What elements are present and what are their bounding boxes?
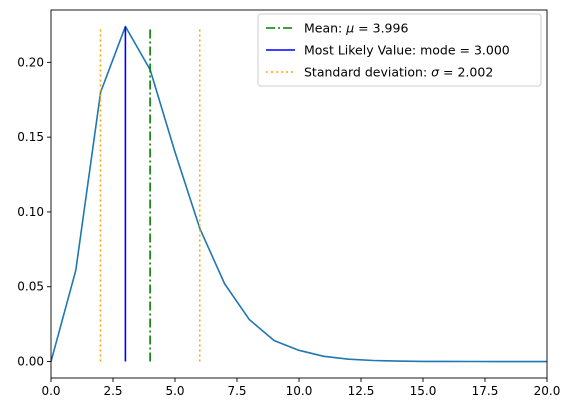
y-tick-label: 0.05 <box>17 280 44 294</box>
y-tick-label: 0.00 <box>17 355 44 369</box>
x-tick-label: 5.0 <box>165 384 184 398</box>
y-tick-label: 0.15 <box>17 130 44 144</box>
x-axis: 0.0 2.5 5.0 7.5 10.0 12.5 15.0 17.5 20.0 <box>41 378 560 398</box>
y-axis: 0.00 0.05 0.10 0.15 0.20 <box>17 55 51 369</box>
x-tick-label: 12.5 <box>348 384 375 398</box>
legend: Mean: μ = 3.996 Most Likely Value: mode =… <box>257 13 542 87</box>
x-tick-label: 7.5 <box>227 384 246 398</box>
legend-entry-2: Standard deviation: σ = 2.002 <box>304 65 493 80</box>
legend-entry-0: Mean: μ = 3.996 <box>304 21 408 36</box>
x-tick-label: 15.0 <box>410 384 437 398</box>
x-tick-label: 0.0 <box>41 384 60 398</box>
x-tick-label: 2.5 <box>103 384 122 398</box>
plot-marks <box>50 25 547 363</box>
legend-entry-1: Most Likely Value: mode = 3.000 <box>304 43 510 58</box>
x-tick-label: 10.0 <box>286 384 313 398</box>
series-line-0 <box>50 25 547 363</box>
y-tick-label: 0.20 <box>17 55 44 69</box>
y-tick-label: 0.10 <box>17 205 44 219</box>
legend-box <box>257 13 542 87</box>
x-tick-label: 20.0 <box>534 384 561 398</box>
x-tick-label: 17.5 <box>472 384 499 398</box>
